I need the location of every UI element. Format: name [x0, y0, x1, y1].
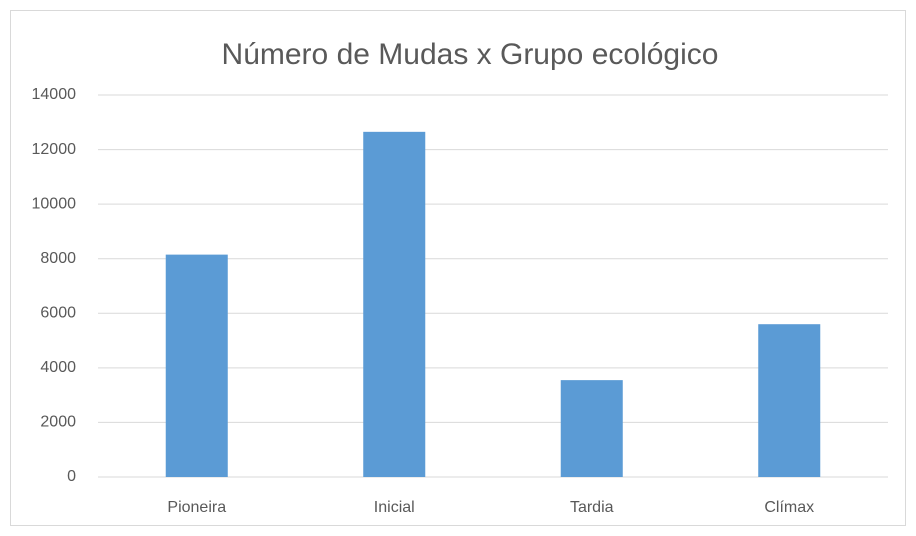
- x-tick-label: Pioneira: [167, 499, 226, 516]
- y-tick-label: 10000: [32, 195, 77, 212]
- x-tick-label: Inicial: [374, 499, 415, 516]
- x-tick-label: Clímax: [764, 499, 814, 516]
- bar: [758, 324, 821, 477]
- bar: [560, 380, 623, 477]
- y-tick-label: 14000: [32, 86, 77, 103]
- bar: [165, 254, 228, 477]
- y-tick-label: 8000: [40, 250, 76, 267]
- y-tick-label: 6000: [40, 305, 76, 322]
- y-tick-label: 4000: [40, 359, 76, 376]
- chart-border: [10, 10, 906, 526]
- chart-title: Número de Mudas x Grupo ecológico: [222, 38, 719, 71]
- x-tick-label: Tardia: [570, 499, 614, 516]
- bar: [363, 131, 426, 478]
- y-tick-label: 12000: [32, 141, 77, 158]
- y-tick-label: 0: [67, 468, 76, 485]
- y-tick-label: 2000: [40, 414, 76, 431]
